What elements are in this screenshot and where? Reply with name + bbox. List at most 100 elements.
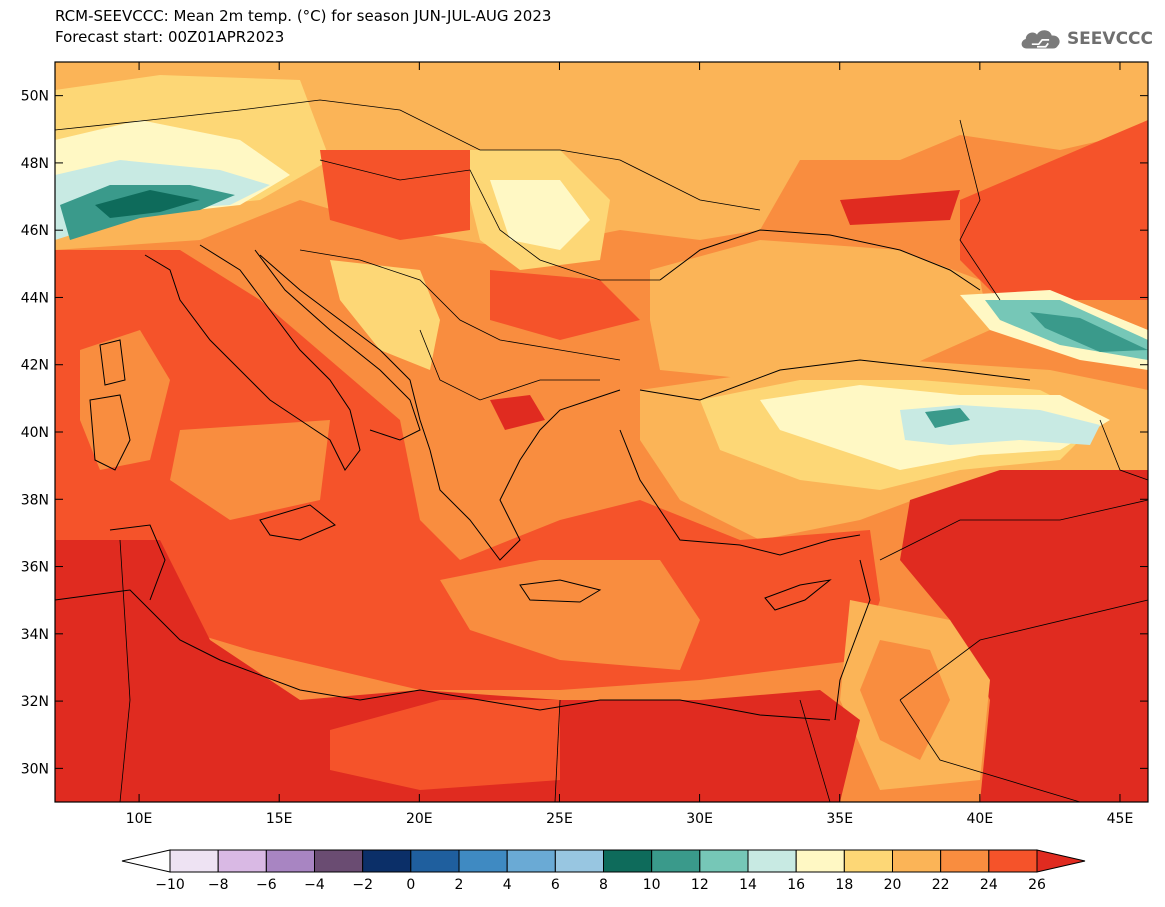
colorbar: −10 −8 −6 −4 −2 0 2 4 6 8 10 12 14 16 18 20 22 24 26	[121, 849, 1086, 893]
lon-label: 45E	[1107, 811, 1134, 827]
lat-label: 36N	[21, 560, 49, 576]
field-thessaloniki-26	[490, 395, 545, 430]
border-8	[119, 539, 131, 802]
chart-subtitle: Forecast start: 00Z01APR2023	[55, 28, 285, 46]
colorbar-box	[603, 849, 653, 873]
field-africa-26	[55, 540, 860, 802]
colorbar-label: 22	[932, 877, 950, 893]
corsica	[99, 339, 126, 386]
colorbar-box	[795, 849, 845, 873]
colorbar-label: 24	[980, 877, 998, 893]
colorbar-box	[314, 849, 364, 873]
field-alps-8	[95, 190, 200, 218]
colorbar-label: 0	[406, 877, 415, 893]
lat-label: 50N	[21, 89, 49, 105]
colorbar-box	[988, 849, 1038, 873]
field-jordan-22b	[860, 640, 950, 760]
colorbar-label: −4	[304, 877, 325, 893]
seevccc-logo: SEEVCCC	[1018, 22, 1153, 56]
field-med-24	[55, 250, 880, 690]
colorbar-label: 2	[455, 877, 464, 893]
lon-label: 15E	[266, 811, 293, 827]
lon-label: 30E	[686, 811, 713, 827]
lat-label: 40N	[21, 425, 49, 441]
lon-label: 40E	[967, 811, 994, 827]
colorbar-label: 18	[835, 877, 853, 893]
colorbar-box	[506, 849, 556, 873]
border-10	[799, 699, 831, 802]
colorbar-box	[892, 849, 942, 873]
border-1	[55, 99, 761, 211]
axis-ticks: 50N 48N 46N 44N 42N 40N 38N 36N 34N 32N 30N 10E 15E 2…	[21, 62, 1148, 827]
colorbar-box	[843, 849, 893, 873]
crete	[519, 579, 602, 603]
italy-coast	[144, 244, 361, 471]
chart-title: RCM-SEEVCCC: Mean 2m temp. (°C) for seas…	[55, 7, 552, 25]
border-2	[319, 159, 660, 281]
colorbar-label: 6	[551, 877, 560, 893]
colorbar-box	[747, 849, 797, 873]
border-11	[959, 119, 1001, 301]
lat-label: 44N	[21, 290, 49, 306]
lat-label: 48N	[21, 156, 49, 172]
field-carpathians-18	[490, 180, 590, 250]
border-12	[1099, 419, 1148, 481]
colorbar-box	[458, 849, 508, 873]
italy-east-coast	[254, 249, 421, 441]
lon-label: 10E	[126, 811, 153, 827]
turkey-south-coast	[619, 429, 861, 556]
border-4	[419, 329, 600, 401]
borders	[55, 99, 1148, 802]
colorbar-label: −6	[256, 877, 277, 893]
field-crimea-26	[840, 190, 960, 225]
field-danube-24	[490, 270, 640, 340]
colorbar-box	[554, 849, 604, 873]
cyprus	[764, 579, 832, 611]
colorbar-box	[699, 849, 749, 873]
colorbar-label: −8	[208, 877, 229, 893]
border-7	[899, 699, 1081, 802]
field-pannonian-24	[320, 150, 470, 240]
colorbar-label: 12	[691, 877, 709, 893]
colorbar-label: 8	[599, 877, 608, 893]
sardinia	[89, 394, 131, 471]
colorbar-box	[651, 849, 701, 873]
field-crete-22	[440, 560, 700, 670]
sicily	[259, 504, 336, 541]
black-sea-north	[659, 229, 981, 291]
field-anatolia-10	[925, 408, 970, 428]
lat-label: 32N	[21, 694, 49, 710]
turkey-north-coast	[639, 359, 1031, 401]
lat-label: 42N	[21, 358, 49, 374]
colorbar-box	[362, 849, 412, 873]
lon-label: 35E	[826, 811, 853, 827]
colorbar-label: 4	[503, 877, 512, 893]
field-east-24	[960, 120, 1148, 300]
colorbar-box	[265, 849, 316, 873]
border-6	[899, 599, 1148, 701]
colorbar-label: −2	[352, 877, 373, 893]
logo-text: SEEVCCC	[1066, 29, 1153, 49]
lon-label: 25E	[546, 811, 573, 827]
cloud-icon	[1021, 30, 1060, 49]
colorbar-box	[940, 849, 990, 873]
colorbar-label: 10	[643, 877, 661, 893]
temperature-field	[55, 62, 1148, 802]
tunisia-coast	[109, 524, 166, 601]
field-libya-24	[330, 700, 560, 790]
field-blacksea-22	[650, 240, 990, 380]
border-5	[879, 499, 1148, 561]
greece-coast	[429, 389, 621, 561]
colorbar-label: 14	[739, 877, 757, 893]
adriatic-east	[259, 254, 431, 451]
lon-label: 20E	[406, 811, 433, 827]
lat-label: 34N	[21, 627, 49, 643]
field-tyrrhenian-22	[170, 420, 330, 520]
colorbar-box	[217, 849, 267, 873]
colorbar-max-triangle	[1036, 849, 1086, 873]
colorbar-label: −10	[155, 877, 185, 893]
levant-coast	[834, 559, 871, 721]
colorbar-label: 20	[884, 877, 902, 893]
lat-label: 38N	[21, 492, 49, 508]
